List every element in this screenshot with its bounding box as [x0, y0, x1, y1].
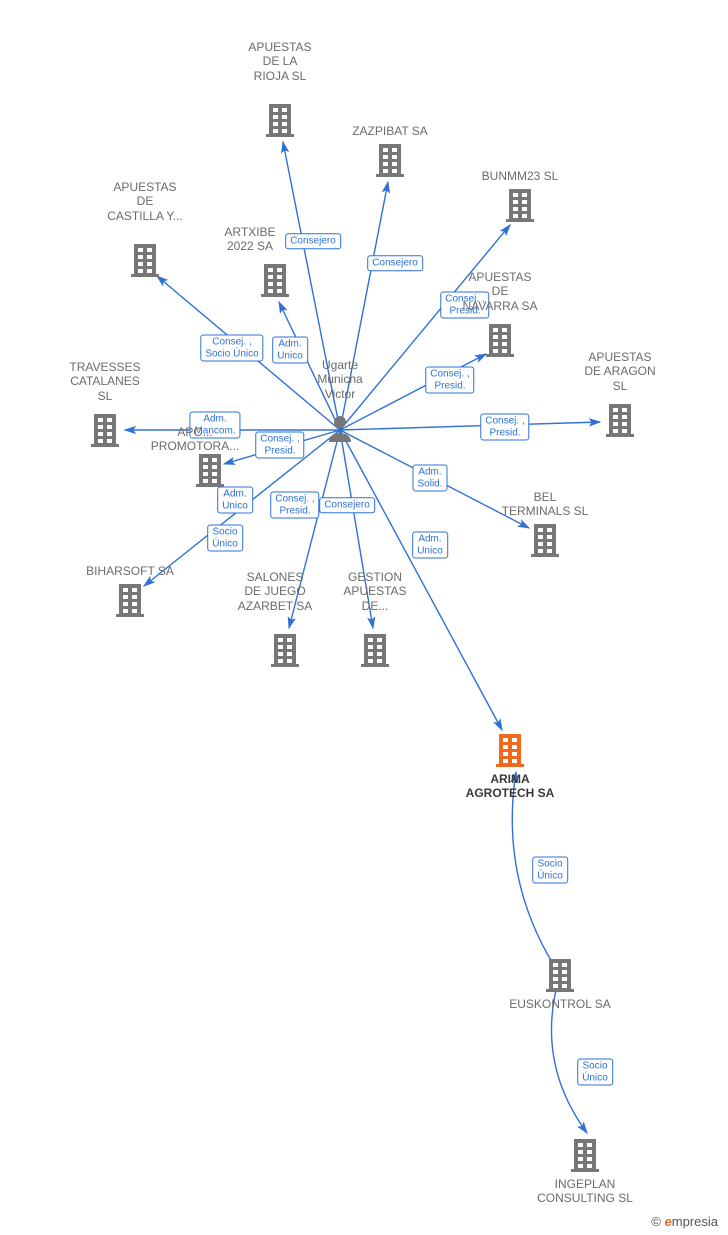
building-icon [196, 454, 224, 487]
node-label: BIHARSOFT SA [86, 564, 174, 578]
node-label: EUSKONTROL SA [509, 997, 611, 1011]
node-label: INGEPLAN CONSULTING SL [537, 1177, 633, 1206]
edge [340, 422, 600, 430]
building-icon [506, 189, 534, 222]
building-icon [496, 734, 524, 767]
building-icon [91, 414, 119, 447]
edge-label: Adm. Unico [217, 487, 253, 514]
edge-label: Consejero [319, 497, 375, 513]
edge-label: Consej. , Presid. [425, 367, 474, 394]
node-label: GESTION APUESTAS DE... [343, 570, 406, 613]
node-label: APUESTAS DE CASTILLA Y... [107, 180, 183, 223]
edge [340, 225, 510, 430]
edge-label: Consejero [367, 255, 423, 271]
edge-label: Socio Único [532, 857, 568, 884]
node-label: APUESTAS DE NAVARRA SA [463, 270, 538, 313]
edge-label: Consejero [285, 233, 341, 249]
building-icon [546, 959, 574, 992]
edge-label: Adm. Unico [412, 532, 448, 559]
node-label: APO... PROMOTORA... [151, 425, 239, 454]
copyright-symbol: © [651, 1214, 661, 1229]
building-icon [131, 244, 159, 277]
edge-label: Consej. , Presid. [270, 492, 319, 519]
building-icon [266, 104, 294, 137]
brand-e: e [665, 1214, 672, 1229]
building-icon [361, 634, 389, 667]
building-icon [116, 584, 144, 617]
node-label: SALONES DE JUEGO AZARBET SA [238, 570, 312, 613]
edge-label: Consej. , Socio Único [200, 335, 263, 362]
copyright-footer: © empresia [651, 1214, 718, 1229]
building-icon [376, 144, 404, 177]
node-label: TRAVESSES CATALANES SL [69, 360, 140, 403]
center-node-label: Ugarte Municha Victor [317, 358, 362, 401]
building-icon [486, 324, 514, 357]
edge-label: Consej. , Presid. [255, 432, 304, 459]
edge-label: Consej. , Presid. [480, 414, 529, 441]
edge-label: Socio Único [207, 525, 243, 552]
building-icon [571, 1139, 599, 1172]
node-label: ARIMA AGROTECH SA [466, 772, 555, 801]
edge-label: Socio Único [577, 1059, 613, 1086]
node-label: ZAZPIBAT SA [352, 124, 428, 138]
building-icon [531, 524, 559, 557]
node-label: BEL TERMINALS SL [502, 490, 589, 519]
node-label: ARTXIBE 2022 SA [224, 225, 275, 254]
edge-label: Adm. Solid. [412, 465, 447, 492]
node-label: APUESTAS DE ARAGON SL [584, 350, 655, 393]
brand-rest: mpresia [672, 1214, 718, 1229]
building-icon [606, 404, 634, 437]
node-label: APUESTAS DE LA RIOJA SL [248, 40, 311, 83]
building-icon [271, 634, 299, 667]
building-icon [261, 264, 289, 297]
edge-label: Adm. Unico [272, 337, 308, 364]
node-label: BUNMM23 SL [482, 169, 559, 183]
